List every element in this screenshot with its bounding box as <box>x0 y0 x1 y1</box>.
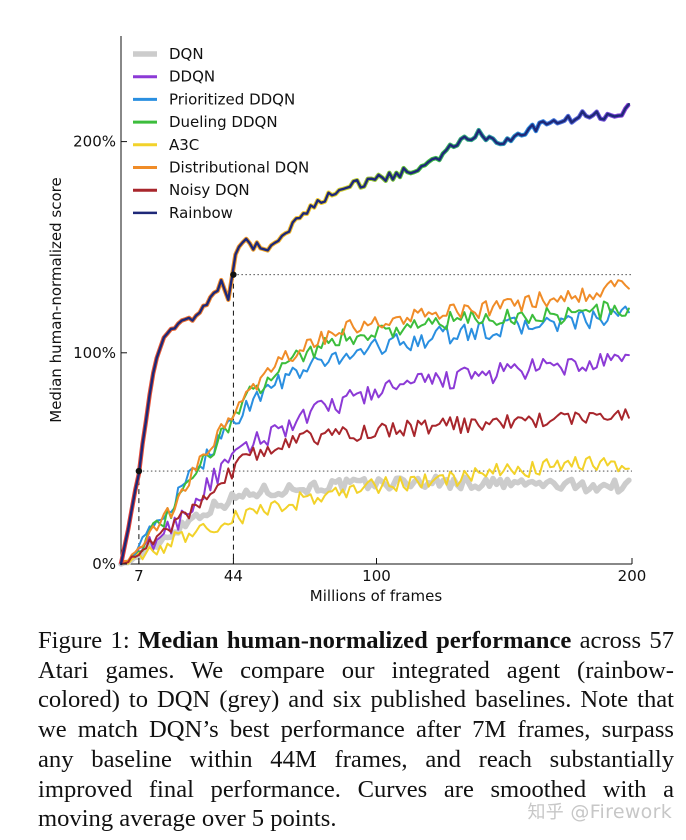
watermark: 知乎 @Firework <box>527 798 672 824</box>
series-group <box>118 102 632 567</box>
legend-label-dqn: DQN <box>169 45 204 63</box>
x-tick-label: 100 <box>362 567 391 585</box>
legend-label-distributional-dqn: Distributional DQN <box>169 159 309 177</box>
legend-label-noisy-dqn: Noisy DQN <box>169 181 250 199</box>
series-line-dqn <box>118 473 632 567</box>
marker-group <box>135 271 237 475</box>
series-line-ddqn <box>120 353 630 565</box>
y-tick-label: 200% <box>73 133 116 151</box>
series-line-distributional-dqn <box>120 279 630 565</box>
y-tick-label: 100% <box>73 344 116 362</box>
caption-text: across 57 Atari games. We compare our in… <box>38 627 674 833</box>
series-line-rainbow <box>119 103 631 566</box>
legend-label-a3c: A3C <box>169 136 199 154</box>
caption-label: Figure 1: <box>38 627 138 654</box>
x-tick-label: 200 <box>618 567 647 585</box>
x-tick-label: 7 <box>134 567 144 585</box>
chart-svg: 0% 100% 200% 7 44 100 200 DQN DDQN Prioritized D… <box>47 36 646 605</box>
legend-label-dueling-ddqn: Dueling DDQN <box>169 113 278 131</box>
x-tick-label: 44 <box>224 567 243 585</box>
series-line-noisy-dqn <box>120 408 630 565</box>
milestone-marker-1 <box>135 467 143 475</box>
reference-lines <box>138 274 632 564</box>
legend-label-ddqn: DDQN <box>169 68 215 86</box>
y-axis-label: Median human-normalized score <box>47 177 65 423</box>
chart: 0% 100% 200% 7 44 100 200 DQN DDQN Prioritized D… <box>47 36 646 605</box>
watermark-handle: @Firework <box>570 801 672 823</box>
tick-labels: 0% 100% 200% 7 44 100 200 <box>73 133 646 585</box>
watermark-prefix: 知乎 <box>527 802 565 823</box>
milestone-marker-2 <box>230 271 237 278</box>
x-axis-label: Millions of frames <box>310 587 443 605</box>
y-tick-label: 0% <box>92 555 116 573</box>
figure-caption: Figure 1: Median human-normalized perfor… <box>38 626 674 834</box>
series-line-a3c <box>120 455 630 565</box>
legend-label-rainbow: Rainbow <box>169 204 233 222</box>
legend-label-prioritized-ddqn: Prioritized DDQN <box>169 90 295 108</box>
legend: DQN DDQN Prioritized DDQN Dueling DDQN A3C Di… <box>133 45 309 222</box>
caption-title: Median human-normalized performance <box>137 627 572 654</box>
